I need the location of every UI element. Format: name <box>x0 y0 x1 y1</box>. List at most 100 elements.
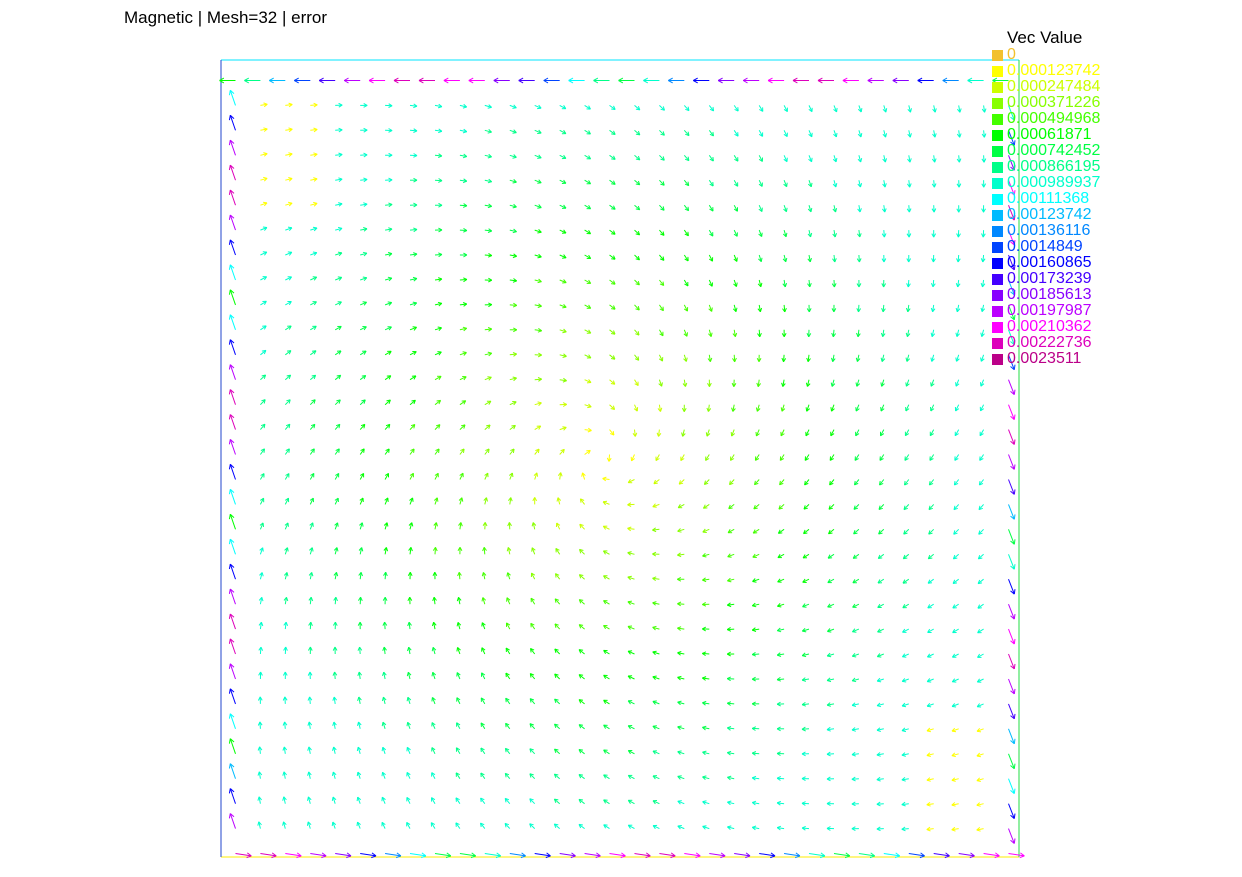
vector-arrow <box>908 208 912 213</box>
vector-arrow <box>956 158 960 163</box>
vector-arrow <box>953 507 958 511</box>
vector-arrow <box>695 852 701 857</box>
vector-arrow <box>578 649 582 654</box>
vector-arrow <box>288 399 291 404</box>
vector-arrow <box>611 208 616 210</box>
vector-arrow <box>480 697 486 705</box>
vector-arrow <box>507 522 510 527</box>
vector-arrow <box>537 330 542 333</box>
vector-arrow <box>901 826 906 830</box>
vector-arrow <box>261 399 266 402</box>
vector-arrow <box>756 404 760 412</box>
vector-arrow <box>901 779 906 782</box>
vector-arrow <box>652 700 660 705</box>
vector-arrow <box>885 133 888 138</box>
vector-arrow <box>992 77 998 81</box>
vector-arrow <box>310 178 318 181</box>
vector-arrow <box>360 154 368 156</box>
vector-arrow <box>384 547 387 555</box>
vector-arrow <box>904 482 909 486</box>
vector-arrow <box>652 602 660 605</box>
vector-arrow <box>579 674 584 676</box>
vector-arrow <box>853 505 856 510</box>
vector-arrow <box>976 780 981 782</box>
vector-arrow <box>879 479 885 486</box>
vector-arrow <box>282 821 284 826</box>
vector-arrow <box>708 155 714 162</box>
vector-arrow <box>587 406 592 409</box>
vector-arrow <box>852 653 860 657</box>
vector-arrow <box>957 283 961 288</box>
vector-arrow <box>933 130 936 138</box>
vector-arrow <box>554 823 559 826</box>
vector-arrow <box>856 332 859 337</box>
vector-arrow <box>286 350 291 352</box>
vector-arrow <box>263 350 267 355</box>
vector-arrow <box>383 696 387 701</box>
vector-arrow <box>335 129 343 131</box>
vector-arrow <box>509 497 512 505</box>
vector-arrow <box>484 853 501 857</box>
vector-arrow <box>334 572 337 580</box>
vector-arrow <box>259 547 264 551</box>
vector-arrow <box>388 128 393 131</box>
vector-arrow <box>359 497 364 501</box>
vector-arrow <box>603 774 607 779</box>
vector-arrow <box>1013 389 1016 395</box>
vector-arrow <box>388 253 393 257</box>
vector-arrow <box>758 155 763 162</box>
vector-arrow <box>357 746 361 754</box>
vector-arrow <box>603 525 610 530</box>
vector-arrow <box>308 621 312 626</box>
vector-arrow <box>980 358 985 362</box>
legend-item: 0.000989937 <box>992 175 1100 191</box>
vector-arrow <box>677 676 685 680</box>
vector-arrow <box>901 703 909 707</box>
vector-arrow <box>628 750 635 755</box>
vector-arrow <box>578 574 582 579</box>
vector-arrow <box>682 433 686 437</box>
vector-arrow <box>260 153 268 156</box>
vector-arrow <box>801 701 806 706</box>
vector-arrow <box>456 672 461 680</box>
vector-arrow <box>728 507 733 510</box>
vector-arrow <box>909 183 912 188</box>
vector-arrow <box>859 208 862 213</box>
vector-arrow <box>431 697 436 705</box>
vector-arrow <box>1013 838 1016 844</box>
vector-arrow <box>883 205 886 213</box>
vector-arrow <box>309 696 311 704</box>
vector-arrow <box>409 399 416 406</box>
vector-arrow <box>779 482 784 486</box>
vector-arrow <box>529 773 536 780</box>
vector-arrow <box>462 131 467 134</box>
vector-arrow <box>484 448 490 455</box>
vector-arrow <box>537 207 542 209</box>
vector-arrow <box>334 671 338 676</box>
vector-arrow <box>857 158 862 163</box>
vector-arrow <box>371 855 377 859</box>
vector-arrow <box>754 480 756 485</box>
vector-arrow <box>884 158 887 163</box>
vector-arrow <box>309 497 314 501</box>
vector-arrow <box>979 433 984 437</box>
vector-arrow <box>488 328 493 332</box>
vector-arrow <box>588 105 591 110</box>
vector-arrow <box>637 130 641 136</box>
vector-arrow <box>727 776 731 781</box>
vector-arrow <box>609 853 626 857</box>
vector-arrow <box>712 156 714 162</box>
vector-arrow <box>902 554 906 559</box>
vector-arrow <box>463 279 468 283</box>
vector-arrow <box>876 753 884 756</box>
vector-arrow <box>709 208 714 212</box>
vector-arrow <box>726 653 731 657</box>
vector-arrow <box>833 283 837 288</box>
vector-arrow <box>727 604 732 608</box>
vector-arrow <box>432 547 436 551</box>
vector-arrow <box>609 104 616 110</box>
vector-arrow <box>1008 628 1015 645</box>
vector-arrow <box>978 530 981 535</box>
vector-arrow <box>284 448 290 455</box>
vector-arrow <box>271 855 277 859</box>
